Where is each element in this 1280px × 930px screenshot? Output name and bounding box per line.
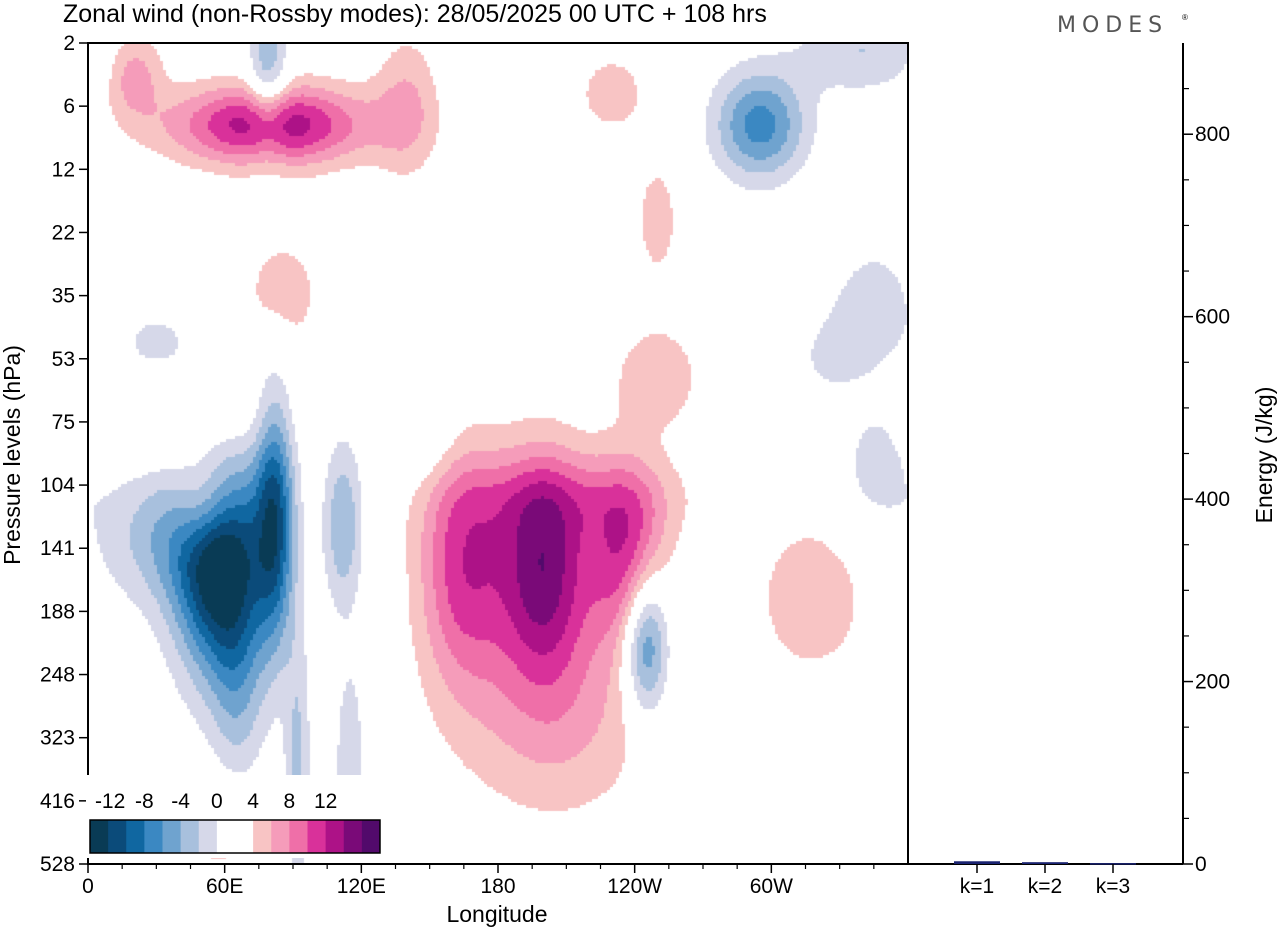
brand-mark: ® [1182,13,1188,22]
x-tick-label: 180 [480,875,515,898]
energy-tick-label: 600 [1195,306,1230,329]
energy-tick-label: 400 [1195,488,1230,511]
colorbar-label: -12 [95,790,125,813]
colorbar-border [89,819,381,854]
energy-tick-label: 800 [1195,123,1230,146]
colorbar-swatch [126,820,145,853]
colorbar-label: -4 [171,790,190,813]
energy-axis-label: Energy (J/kg) [1251,387,1277,524]
energy-bar [1022,862,1068,864]
colorbar-swatch [307,820,327,853]
y-axis-label: Pressure levels (hPa) [0,345,25,565]
y-tick-label: 141 [40,537,75,560]
y-tick-label: 6 [63,95,75,118]
colorbar-label: 12 [314,790,337,813]
x-tick-label: 0 [82,875,94,898]
y-tick-label: 416 [40,790,75,813]
colorbar-label: 0 [211,790,223,813]
energy-category-label: k=3 [1096,875,1130,898]
x-axis-label: Longitude [446,901,547,927]
colorbar-swatch [216,820,236,853]
energy-category-label: k=1 [960,875,994,898]
energy-tick-label: 0 [1195,853,1207,876]
colorbar-swatch [90,820,109,853]
y-tick-label: 35 [52,285,75,308]
longitude-axis: 0 60E 120E 180 120W 60W [82,864,875,898]
x-tick-label: 60W [750,875,793,898]
y-tick-label: 53 [52,348,75,371]
y-tick-label: 12 [52,158,75,181]
colorbar-legend: -12 -8 -4 0 4 8 12 [86,775,384,858]
colorbar-label: -8 [135,790,154,813]
y-tick-label: 2 [63,32,75,55]
colorbar-swatch [144,820,163,853]
energy-bar [954,861,1000,864]
energy-category-label: k=2 [1028,875,1062,898]
colorbar-swatch [253,820,272,853]
colorbar-swatch [180,820,200,853]
heatmap-plot-area [88,43,908,864]
x-tick-label: 60E [206,875,243,898]
colorbar-swatch [162,820,182,853]
colorbar-swatch [361,820,381,853]
y-tick-label: 528 [40,853,75,876]
energy-bar [1090,863,1136,865]
y-tick-label: 248 [40,664,75,687]
colorbar-swatch [198,820,218,853]
brand-name: MODES [1057,13,1168,38]
colorbar-swatch [271,820,290,853]
y-tick-label: 22 [52,221,75,244]
brand-logo: MODES ® [1057,13,1188,38]
wind-contour-field [88,43,908,864]
colorbar-label: 8 [284,790,296,813]
x-tick-label: 120W [607,875,662,898]
colorbar-swatch [343,820,363,853]
y-tick-label: 104 [40,474,75,497]
y-tick-label: 323 [40,727,75,750]
colorbar-swatch [108,820,127,853]
colorbar-swatch [235,820,254,853]
pressure-axis: 2 6 12 22 35 53 75 104 141 188 248 323 416 528 [40,32,88,876]
colorbar-swatch [289,820,308,853]
y-tick-label: 75 [52,411,75,434]
energy-tick-label: 200 [1195,671,1230,694]
y-tick-label: 188 [40,600,75,623]
colorbar-swatch [325,820,345,853]
chart-title: Zonal wind (non-Rossby modes): 28/05/202… [63,0,767,28]
energy-bar-panel: 0 200 400 600 800 k=1 k=2 k=3 [908,43,1230,898]
x-tick-label: 120E [337,875,386,898]
colorbar-label: 4 [247,790,259,813]
